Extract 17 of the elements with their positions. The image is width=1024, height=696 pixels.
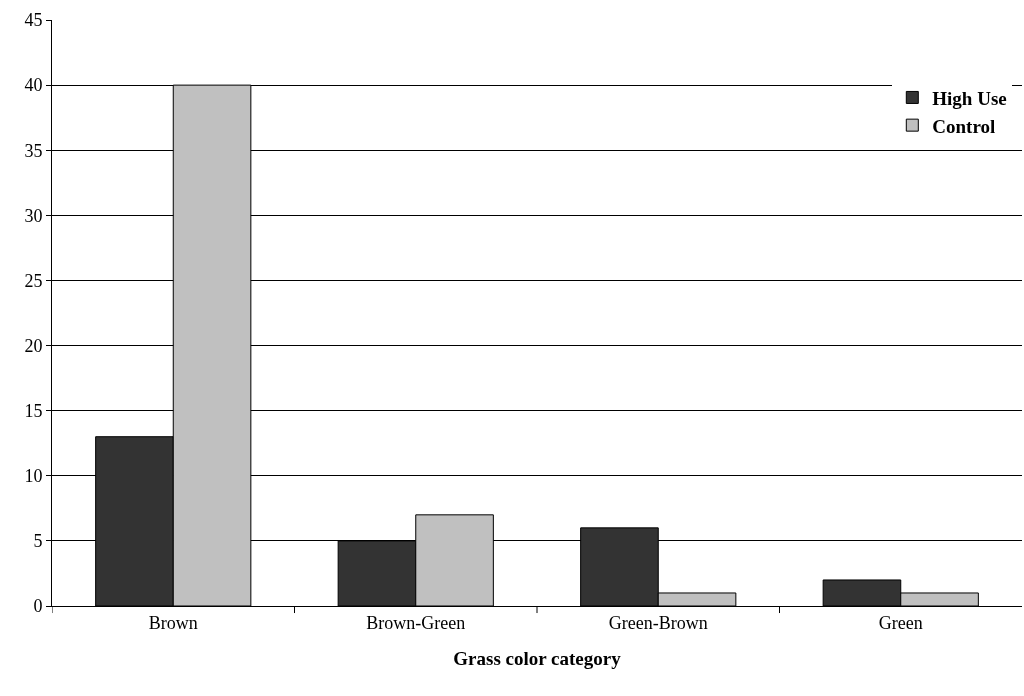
- y-tick-label: 40: [24, 75, 43, 96]
- y-tick-label: 10: [24, 466, 43, 487]
- y-tick-label: 5: [33, 531, 43, 552]
- x-axis-title: Grass color category: [453, 648, 622, 670]
- y-tick-label: 45: [24, 10, 43, 31]
- legend-label: Control: [932, 115, 996, 137]
- x-tick-label: Green-Brown: [608, 612, 708, 633]
- y-tick-label: 30: [24, 205, 43, 226]
- y-tick-label: 25: [24, 270, 43, 291]
- y-tick-label: 0: [33, 596, 43, 617]
- x-tick-label: Brown-Green: [366, 612, 466, 633]
- legend-label: High Use: [932, 87, 1007, 109]
- x-tick-label: Green: [878, 612, 923, 633]
- y-tick-label: 35: [24, 140, 43, 161]
- y-tick-label: 15: [24, 400, 43, 421]
- y-tick-label: 20: [24, 335, 43, 356]
- x-tick-label: Brown: [148, 612, 198, 633]
